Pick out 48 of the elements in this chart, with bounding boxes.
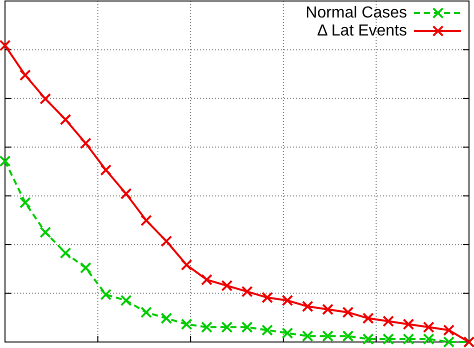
point xyxy=(140,214,152,226)
point xyxy=(402,318,414,330)
point xyxy=(262,292,273,304)
legend-label: Δ Lat Events xyxy=(317,22,407,40)
point xyxy=(322,330,334,342)
point xyxy=(342,330,354,342)
point xyxy=(382,333,394,345)
point xyxy=(402,333,414,345)
point xyxy=(180,318,192,330)
point xyxy=(221,321,233,333)
point xyxy=(262,324,273,336)
point xyxy=(60,247,72,259)
point xyxy=(422,321,434,333)
point xyxy=(201,274,212,286)
point xyxy=(201,321,212,333)
point xyxy=(160,235,172,247)
point xyxy=(362,312,374,324)
point xyxy=(19,69,31,81)
point xyxy=(241,286,253,298)
point xyxy=(60,114,72,126)
point xyxy=(0,40,11,52)
point xyxy=(120,188,132,200)
point xyxy=(40,93,52,105)
point xyxy=(80,138,92,150)
point xyxy=(282,327,294,339)
point xyxy=(241,321,253,333)
point xyxy=(422,333,434,345)
point xyxy=(443,336,455,348)
point xyxy=(0,155,11,167)
point xyxy=(322,304,334,316)
point xyxy=(100,164,112,176)
point xyxy=(282,294,294,306)
point xyxy=(302,330,314,342)
point xyxy=(100,288,112,300)
point xyxy=(443,324,455,336)
point xyxy=(19,196,31,208)
point xyxy=(80,262,92,274)
point xyxy=(221,280,233,292)
point xyxy=(140,306,152,318)
point xyxy=(40,226,52,238)
point xyxy=(362,333,374,345)
legend-label: Normal Cases xyxy=(306,4,407,22)
point xyxy=(160,312,172,324)
point xyxy=(180,259,192,271)
point xyxy=(342,306,354,318)
point xyxy=(382,316,394,327)
point xyxy=(120,294,132,306)
point xyxy=(302,300,314,312)
